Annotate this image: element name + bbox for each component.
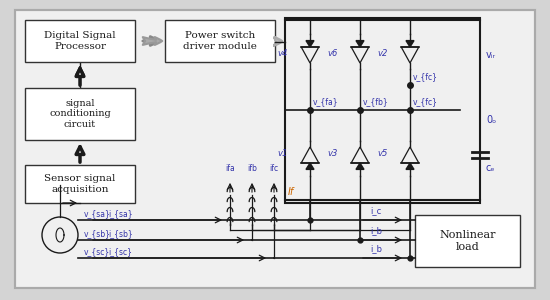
Text: ifc: ifc xyxy=(270,164,278,173)
Polygon shape xyxy=(356,163,364,169)
Text: v1: v1 xyxy=(278,148,288,158)
Text: Nonlinear
load: Nonlinear load xyxy=(439,230,496,252)
Bar xyxy=(285,18,480,203)
Text: i_c: i_c xyxy=(370,206,381,215)
Polygon shape xyxy=(406,163,414,169)
Polygon shape xyxy=(406,40,414,47)
Text: signal
conditioning
circuit: signal conditioning circuit xyxy=(49,99,111,129)
Text: v5: v5 xyxy=(378,148,388,158)
Bar xyxy=(415,215,520,267)
Text: v6: v6 xyxy=(328,49,338,58)
Bar xyxy=(25,88,135,140)
Text: v_{sa}: v_{sa} xyxy=(84,209,111,218)
Text: v_{sc}: v_{sc} xyxy=(84,247,110,256)
Bar xyxy=(165,20,275,62)
Text: vᵢᵣ: vᵢᵣ xyxy=(486,50,496,60)
Text: i_{sb}: i_{sb} xyxy=(108,229,133,238)
Text: Power switch
driver module: Power switch driver module xyxy=(183,31,257,51)
Text: v2: v2 xyxy=(378,49,388,58)
Text: v_{sb}: v_{sb} xyxy=(84,229,111,238)
Text: cₑ: cₑ xyxy=(486,163,496,173)
Text: v_{fc}: v_{fc} xyxy=(413,97,438,106)
Text: ifa: ifa xyxy=(225,164,235,173)
Text: v4: v4 xyxy=(278,49,288,58)
Polygon shape xyxy=(356,40,364,47)
Bar xyxy=(25,20,135,62)
Text: 0ₒ: 0ₒ xyxy=(486,115,496,125)
Text: v_{fb}: v_{fb} xyxy=(363,97,389,106)
Text: i_{sa}: i_{sa} xyxy=(108,209,133,218)
Polygon shape xyxy=(306,40,314,47)
Text: Digital Signal
Processor: Digital Signal Processor xyxy=(44,31,116,51)
Text: v_{fa}: v_{fa} xyxy=(313,97,339,106)
Polygon shape xyxy=(306,163,314,169)
Text: Sensor signal
acquisition: Sensor signal acquisition xyxy=(45,174,116,194)
Text: i_b: i_b xyxy=(370,226,382,235)
Text: If: If xyxy=(288,187,294,197)
Text: i_b: i_b xyxy=(370,244,382,253)
Text: ifb: ifb xyxy=(247,164,257,173)
Text: v_{fc}: v_{fc} xyxy=(413,72,438,81)
Bar xyxy=(25,165,135,203)
Text: i_{sc}: i_{sc} xyxy=(108,247,132,256)
Text: v3: v3 xyxy=(328,148,338,158)
